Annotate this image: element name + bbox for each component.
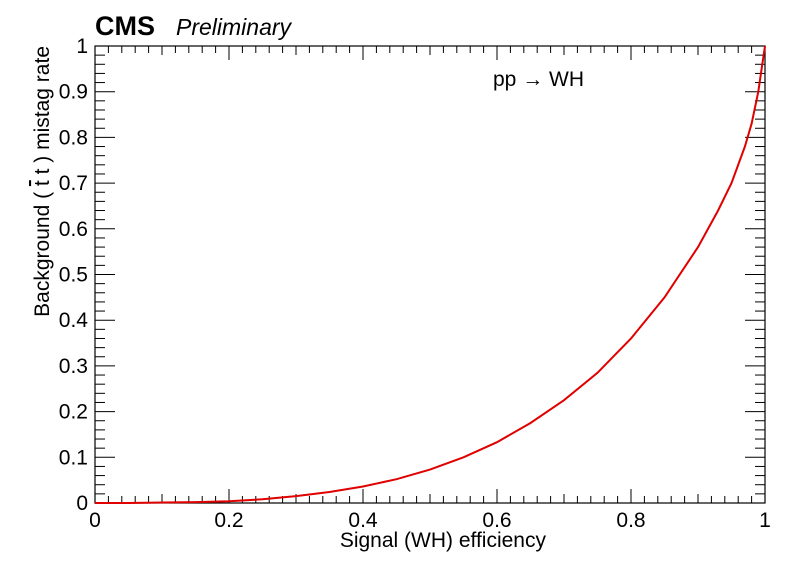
process-arrow: →: [522, 68, 543, 91]
status-label: Preliminary: [176, 14, 293, 40]
y-tick-label: 1: [76, 35, 88, 58]
y-tick-label: 0.1: [59, 446, 88, 469]
x-axis-title: Signal (WH) efficiency: [340, 529, 547, 552]
process-prefix: pp: [493, 68, 522, 91]
y-tick-label: 0.4: [59, 309, 89, 332]
y-title-part-3: t: [31, 168, 54, 174]
y-tick-label: 0.6: [59, 218, 88, 241]
x-tick-labels: 0 0.2 0.4 0.6 0.8 1: [89, 509, 771, 532]
y-tick-label: 0.9: [59, 81, 88, 104]
x-tick-label: 0.6: [482, 509, 511, 532]
y-title-part-2: t: [31, 180, 54, 186]
axis-ticks: [94, 45, 766, 504]
x-tick-label: 0.8: [616, 509, 645, 532]
process-annotation: pp → WH: [493, 68, 584, 91]
process-suffix: WH: [549, 68, 584, 91]
y-tick-label: 0.3: [59, 355, 88, 378]
y-tick-label: 0.8: [59, 126, 88, 149]
y-title-part-1: Background (: [31, 192, 54, 317]
y-tick-label: 0: [76, 492, 88, 515]
y-title-part-4: ) mistag rate: [31, 46, 54, 163]
x-tick-label: 0.2: [214, 509, 243, 532]
experiment-label: CMS: [95, 11, 155, 41]
x-tick-label: 0.4: [348, 509, 378, 532]
x-tick-label: 0: [89, 509, 101, 532]
y-tick-labels: 0 0.1 0.2 0.3 0.4 0.5 0.6 0.7 0.8 0.9 1: [59, 35, 89, 515]
plot-frame: [94, 45, 766, 504]
y-tick-label: 0.5: [59, 264, 88, 287]
y-axis-title: Background ( t t ) mistag rate: [31, 46, 54, 317]
x-tick-label: 1: [759, 509, 771, 532]
y-tick-label: 0.2: [59, 401, 88, 424]
y-tick-label: 0.7: [59, 172, 88, 195]
roc-curve-line: [95, 45, 766, 504]
